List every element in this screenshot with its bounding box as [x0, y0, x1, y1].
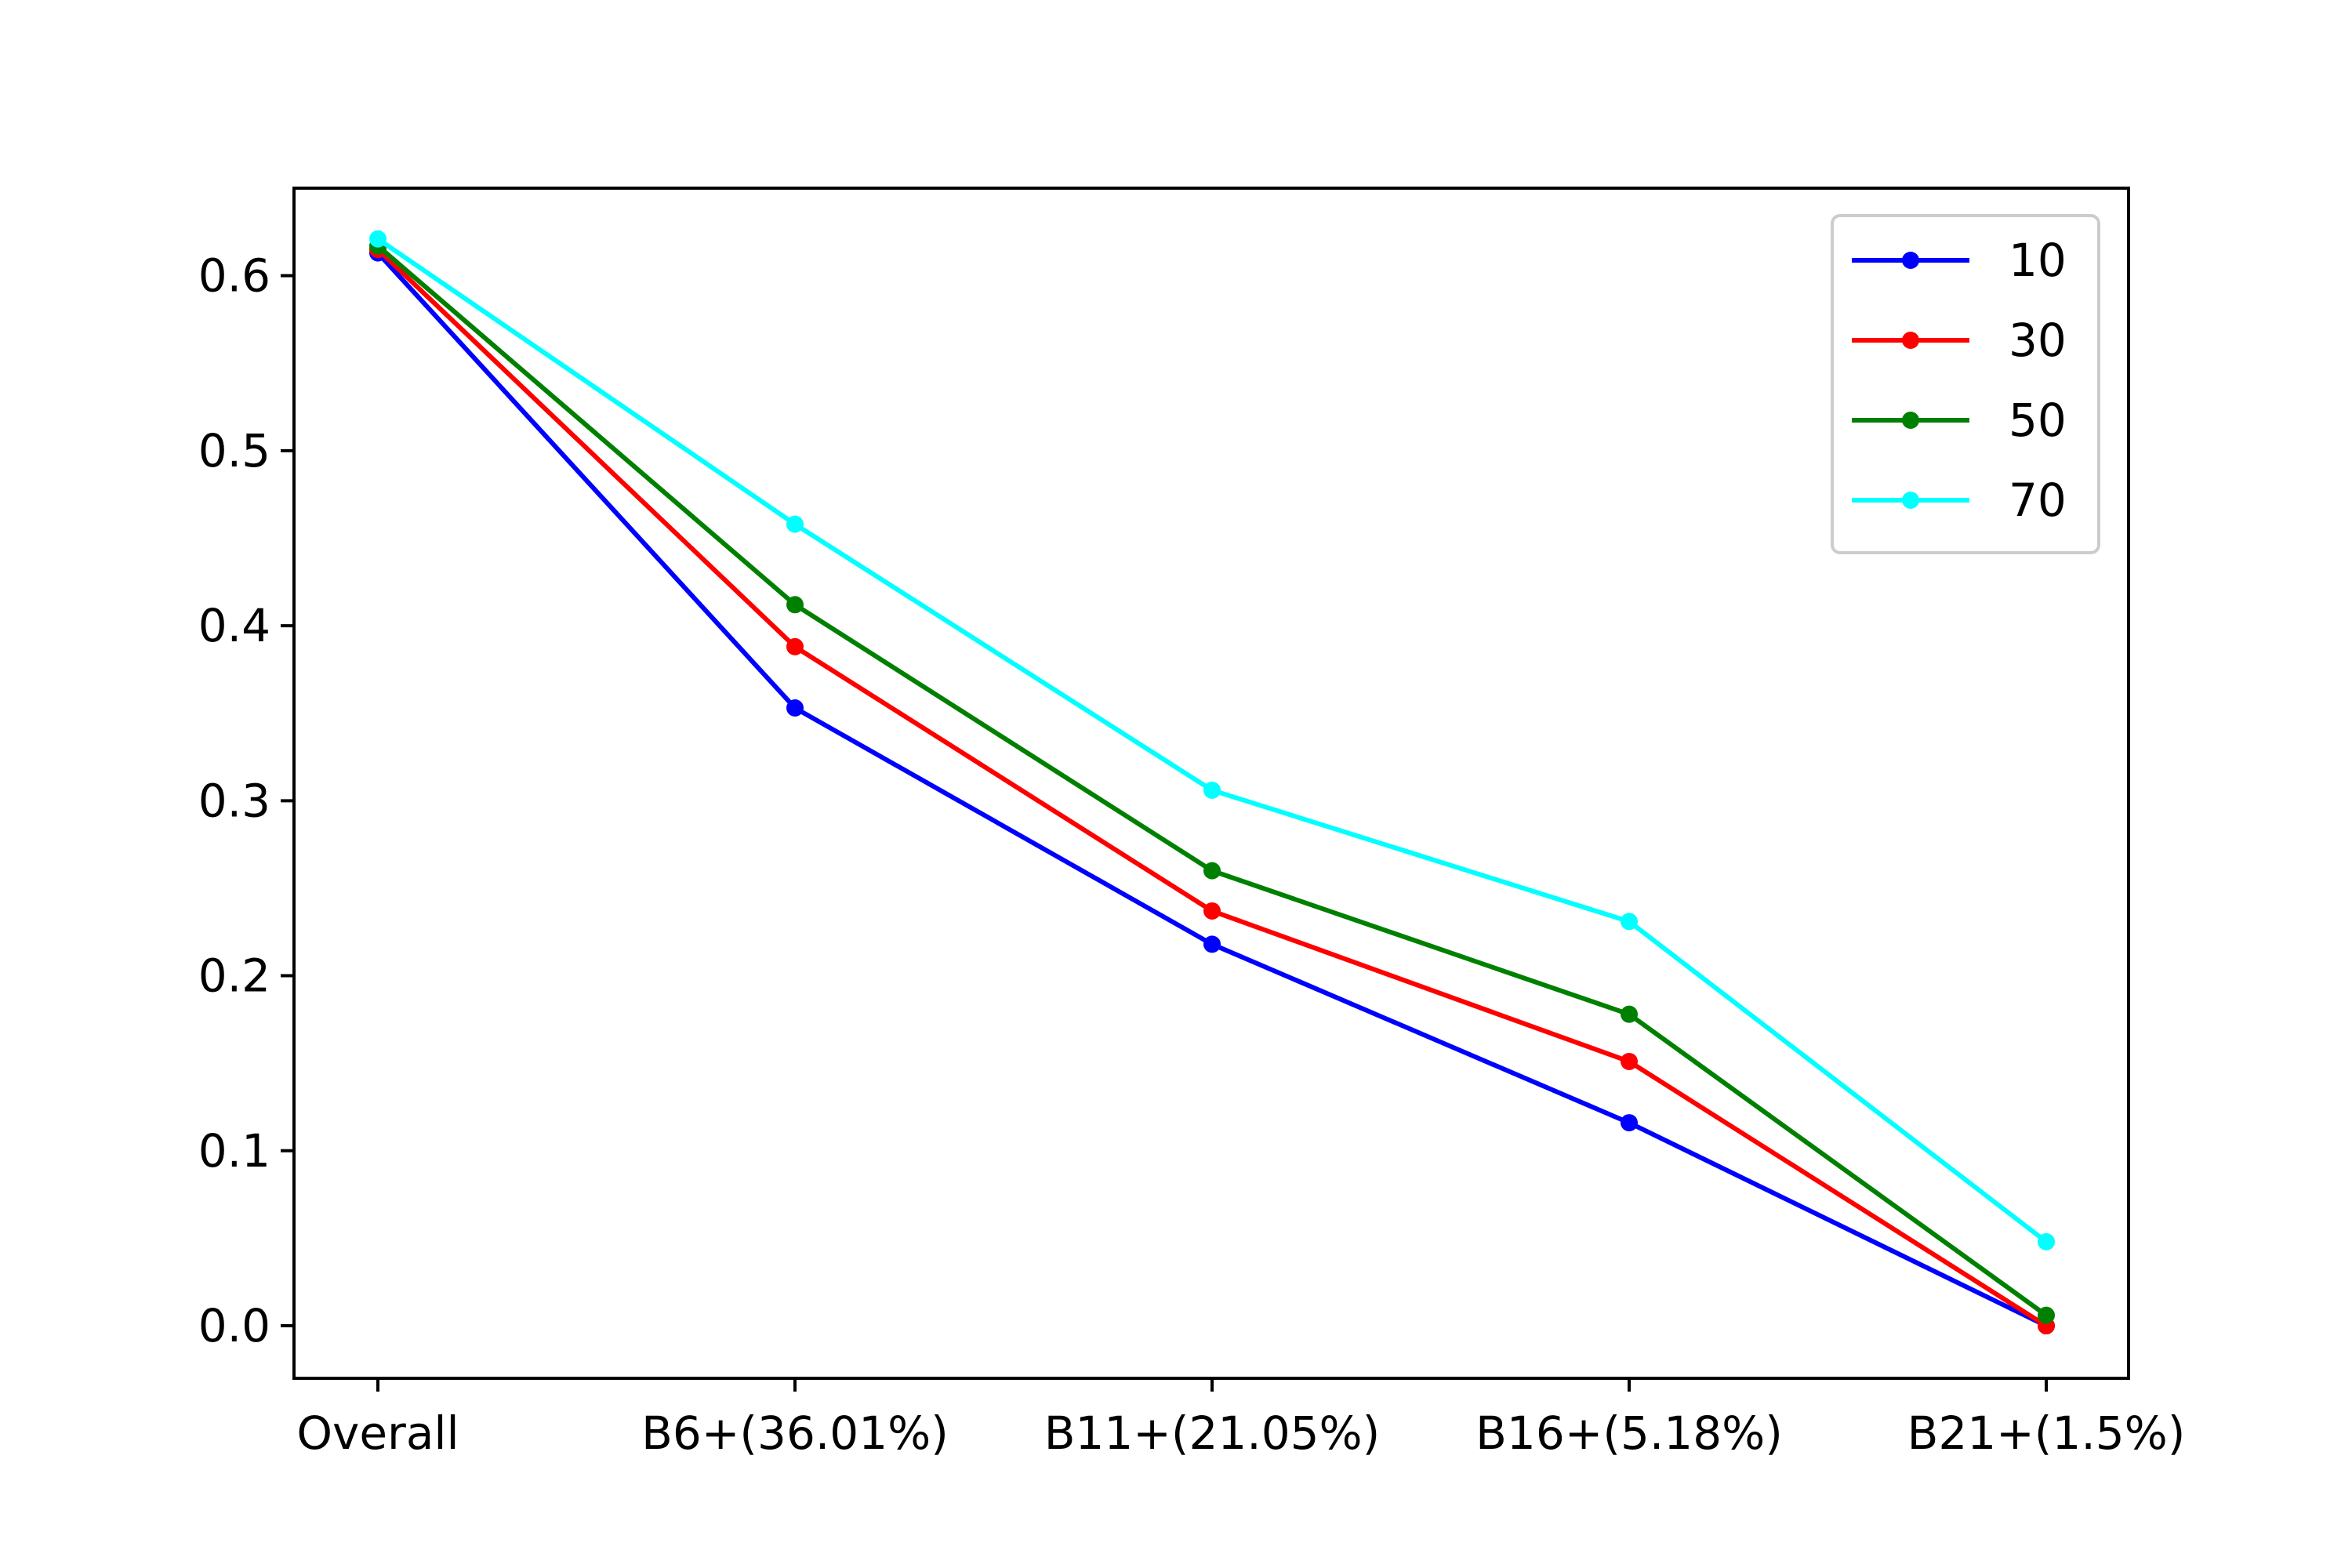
data-point: [1203, 902, 1221, 920]
legend-item: 30: [1852, 314, 2067, 367]
data-point: [2038, 1232, 2055, 1250]
legend-marker: [1902, 332, 1919, 349]
legend-item: 50: [1852, 394, 2067, 447]
data-point: [1621, 913, 1638, 931]
legend-box: [1831, 214, 2100, 554]
data-point: [2038, 1306, 2055, 1324]
y-axis: 0.0 0.1 0.2 0.3 0.4 0.5 0.6: [198, 249, 294, 1352]
series-70: [369, 230, 2055, 1250]
legend-item: 10: [1852, 234, 2067, 287]
data-point: [1621, 1052, 1638, 1070]
legend-label: 30: [2009, 314, 2067, 367]
y-tick-label: 0.6: [198, 249, 270, 303]
x-tick-label: B21+(1.5%): [1907, 1406, 2186, 1460]
data-point: [1621, 1114, 1638, 1132]
legend-marker: [1902, 412, 1919, 429]
legend: 10 30 50 70: [1831, 214, 2100, 554]
legend-label: 50: [2009, 394, 2067, 447]
data-point: [1203, 781, 1221, 799]
series-group: [369, 230, 2055, 1335]
data-point: [786, 699, 804, 717]
data-point: [786, 637, 804, 655]
data-point: [1621, 1005, 1638, 1023]
data-point: [1203, 935, 1221, 953]
y-tick-label: 0.0: [198, 1299, 270, 1352]
x-tick-label: B16+(5.18%): [1475, 1406, 1783, 1460]
legend-item: 70: [1852, 474, 2067, 527]
legend-label: 10: [2009, 234, 2067, 287]
x-tick-label: B6+(36.01%): [641, 1406, 949, 1460]
data-point: [369, 230, 387, 248]
x-axis: Overall B6+(36.01%) B11+(21.05%) B16+(5.18%…: [296, 1378, 2185, 1460]
data-point: [1203, 862, 1221, 880]
y-tick-label: 0.1: [198, 1124, 270, 1178]
y-tick-label: 0.4: [198, 599, 270, 652]
y-tick-label: 0.5: [198, 424, 270, 477]
data-point: [786, 515, 804, 533]
x-tick-label: Overall: [296, 1406, 459, 1460]
plot-frame: [292, 187, 2130, 1380]
y-tick-label: 0.3: [198, 774, 270, 827]
legend-marker: [1902, 492, 1919, 509]
x-tick-label: B11+(21.05%): [1044, 1406, 1381, 1460]
legend-marker: [1902, 252, 1919, 269]
data-point: [786, 596, 804, 614]
legend-label: 70: [2009, 474, 2067, 527]
y-tick-label: 0.2: [198, 949, 270, 1003]
